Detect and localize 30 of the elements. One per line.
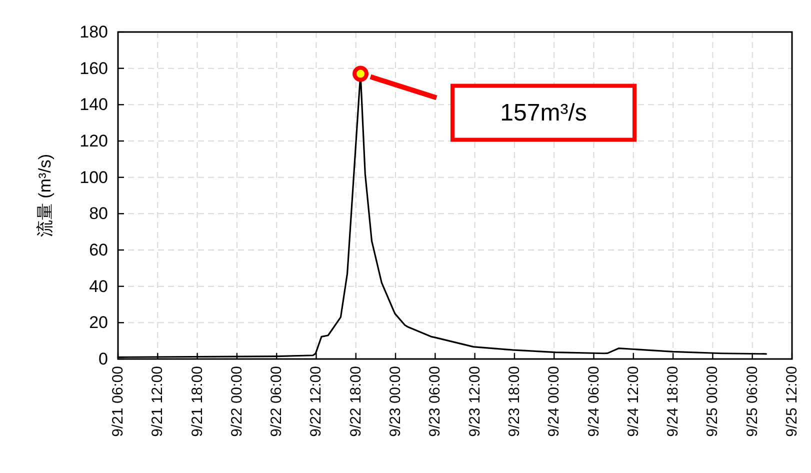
x-tick-label: 9/24 12:00 [624, 366, 642, 437]
annotation: 157m³/s [500, 99, 587, 126]
x-tick-label: 9/21 06:00 [110, 366, 126, 437]
x-tick-label: 9/21 12:00 [149, 366, 166, 437]
y-tick-label: 140 [80, 95, 108, 114]
x-tick-label: 9/24 00:00 [546, 366, 563, 437]
x-tick-label: 9/24 06:00 [585, 366, 602, 437]
x-tick-label: 9/23 06:00 [426, 366, 444, 437]
x-tick-label: 9/23 12:00 [466, 366, 484, 437]
y-tick-label: 80 [89, 204, 108, 224]
x-tick-label: 9/22 12:00 [308, 366, 325, 437]
x-tick-label: 9/24 18:00 [664, 366, 682, 437]
y-axis-title: 流量 (m³/s) [36, 154, 54, 238]
x-tick-label: 9/22 18:00 [347, 366, 364, 437]
x-tick-label: 9/25 06:00 [744, 366, 761, 437]
x-tick-label: 9/22 00:00 [228, 366, 246, 437]
y-tick-label: 20 [89, 313, 108, 332]
x-tick-label: 9/23 00:00 [387, 366, 404, 437]
x-tick-label: 9/23 18:00 [506, 366, 523, 437]
x-tick-label: 9/25 00:00 [704, 366, 722, 437]
y-tick-label: 180 [80, 22, 108, 42]
y-tick-label: 60 [89, 240, 108, 260]
x-tick-label: 9/22 06:00 [268, 366, 286, 437]
y-tick-label: 160 [80, 58, 108, 78]
y-tick-label: 100 [80, 168, 108, 187]
y-tick-label: 0 [98, 350, 108, 368]
x-tick-label: 9/25 12:00 [784, 366, 800, 437]
y-tick-label: 120 [80, 132, 108, 150]
y-tick-label: 40 [89, 276, 108, 296]
x-tick-label: 9/21 18:00 [188, 366, 206, 437]
